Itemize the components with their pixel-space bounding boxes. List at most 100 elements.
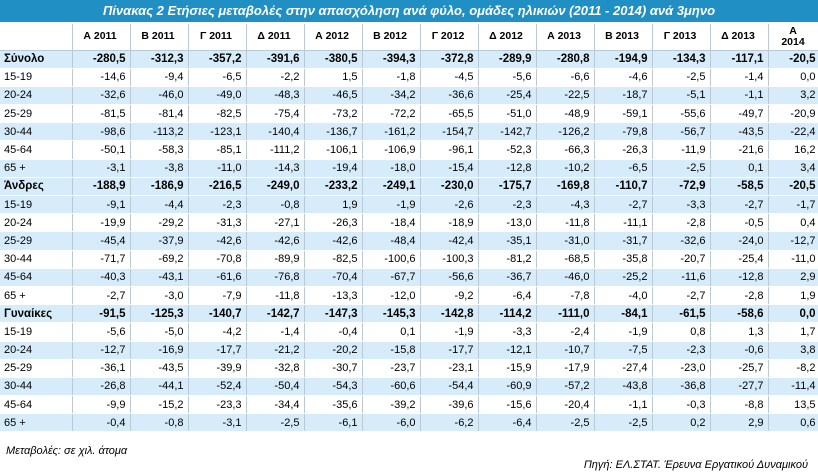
table-cell: -6,6 (536, 68, 595, 87)
table-cell: -23,3 (188, 395, 247, 415)
table-cell: -175,7 (478, 177, 537, 197)
table-cell: 0,0 (768, 304, 818, 324)
table-cell: -111,2 (246, 140, 305, 160)
column-header: Γ 2011 (188, 24, 247, 51)
table-cell: 1,9 (768, 286, 818, 306)
table-cell: -36,6 (420, 86, 479, 106)
table-cell: -186,9 (130, 177, 189, 197)
table-cell: -36,1 (72, 359, 131, 378)
table-cell: -31,0 (536, 231, 595, 251)
table-row: Γυναίκες -91,5 -125,3 -140,7 -142,7 -147,3 -14… (0, 304, 818, 324)
table-cell: -27,4 (594, 359, 653, 378)
table-cell: -23,0 (652, 359, 711, 378)
table-row: 30-44 -98,6 -113,2 -123,1 -140,4 -136,7 -161,2… (0, 122, 818, 142)
table-cell: -35,1 (478, 231, 537, 251)
table-cell: -0,4 (304, 322, 363, 342)
table-cell: -4,3 (536, 195, 595, 215)
table-cell: -36,8 (652, 377, 711, 397)
table-cell: -1,8 (362, 68, 421, 87)
table-cell: -5,6 (72, 322, 131, 342)
table-cell: -1,9 (594, 322, 653, 342)
table-row: 65 + -2,7 -3,0 -7,9 -11,8 -13,3 -12,0 -9,2 -6,4-… (0, 286, 818, 306)
table-cell: -17,9 (536, 359, 595, 378)
table-cell: -49,7 (710, 104, 769, 124)
table-cell: -7,9 (188, 286, 247, 306)
column-header: Δ 2013 (710, 24, 769, 51)
table-cell: -3,3 (652, 195, 711, 215)
table-cell: -17,7 (420, 341, 479, 360)
table-cell: -37,9 (130, 231, 189, 251)
table-row: 25-29 -81,5 -81,4 -82,5 -75,4 -73,2 -72,2 -65,5… (0, 104, 818, 124)
row-label: 30-44 (0, 122, 73, 142)
row-label: 15-19 (0, 322, 73, 342)
table-cell: -17,7 (188, 341, 247, 360)
table-cell: -91,5 (72, 304, 131, 324)
table-cell: 3,4 (768, 159, 818, 178)
table-cell: -106,9 (362, 140, 421, 160)
row-label: 45-64 (0, 268, 73, 287)
table-cell: -43,5 (130, 359, 189, 378)
table-cell: -2,4 (536, 322, 595, 342)
row-label: Γυναίκες (0, 304, 73, 324)
table-cell: -76,8 (246, 268, 305, 287)
table-cell: 1,9 (304, 195, 363, 215)
table-cell: 0,1 (710, 159, 769, 178)
table-cell: -32,6 (652, 231, 711, 251)
table-cell: -35,6 (304, 395, 363, 415)
table-cell: -6,1 (304, 413, 363, 433)
table-cell: -13,0 (478, 213, 537, 233)
table-cell: -154,7 (420, 122, 479, 142)
table-cell: -3,1 (72, 159, 131, 178)
table-cell: -34,2 (362, 86, 421, 106)
table-cell: -66,3 (536, 140, 595, 160)
table-cell: -114,2 (478, 304, 537, 324)
table-cell: -59,1 (594, 104, 653, 124)
table-cell: -43,5 (710, 122, 769, 142)
table-cell: -216,5 (188, 177, 247, 197)
column-header: Α 2012 (304, 24, 363, 51)
table-cell: -12,7 (72, 341, 131, 360)
table-title: Πίνακας 2 Ετήσιες μεταβολές στην απασχόλ… (0, 0, 818, 22)
table-cell: -2,6 (420, 195, 479, 215)
table-cell: -36,7 (478, 268, 537, 287)
table-row: 65 + -3,1 -3,8 -11,0 -14,3 -19,4 -18,0 -15,4 -12… (0, 159, 818, 178)
table-cell: -18,0 (362, 159, 421, 178)
table-cell: -15,4 (420, 159, 479, 178)
table-cell: -48,4 (362, 231, 421, 251)
table-cell: -161,2 (362, 122, 421, 142)
table-cell: -312,3 (130, 50, 189, 69)
table-cell: 3,8 (768, 341, 818, 360)
table-cell: -123,1 (188, 122, 247, 142)
table-row: 20-24 -12,7 -16,9 -17,7 -21,2 -20,2 -15,8 -17,7… (0, 341, 818, 360)
table-row: 25-29 -36,1 -43,5 -39,9 -32,8 -30,7 -23,7 -23,1… (0, 359, 818, 378)
table-cell: -233,2 (304, 177, 363, 197)
table-cell: -23,1 (420, 359, 479, 378)
table-cell: -134,3 (652, 50, 711, 69)
row-label: 30-44 (0, 250, 73, 269)
row-label: 25-29 (0, 231, 73, 251)
table-cell: -126,2 (536, 122, 595, 142)
table-cell: -19,4 (304, 159, 363, 178)
row-label: 45-64 (0, 140, 73, 160)
row-label: 65 + (0, 286, 73, 306)
table-cell: -9,9 (72, 395, 131, 415)
table-cell: -49,0 (188, 86, 247, 106)
table-cell: -72,2 (362, 104, 421, 124)
table-cell: -54,3 (304, 377, 363, 397)
table-cell: -10,2 (536, 159, 595, 178)
table-cell: -48,3 (246, 86, 305, 106)
table-cell: -79,8 (594, 122, 653, 142)
table-cell: -2,3 (478, 195, 537, 215)
table-cell: 0,6 (768, 413, 818, 433)
table-cell: -11,0 (768, 250, 818, 269)
table-cell: -1,1 (594, 395, 653, 415)
table-cell: -8,2 (768, 359, 818, 378)
table-cell: -125,3 (130, 304, 189, 324)
table-cell: -25,2 (594, 268, 653, 287)
table-cell: -61,6 (188, 268, 247, 287)
table-cell: -2,5 (652, 68, 711, 87)
column-header: Γ 2012 (420, 24, 479, 51)
table-cell: -31,7 (594, 231, 653, 251)
table-cell: -61,5 (652, 304, 711, 324)
table-row: 45-64 -50,1 -58,3 -85,1 -111,2 -106,1 -106,9 -9… (0, 140, 818, 160)
